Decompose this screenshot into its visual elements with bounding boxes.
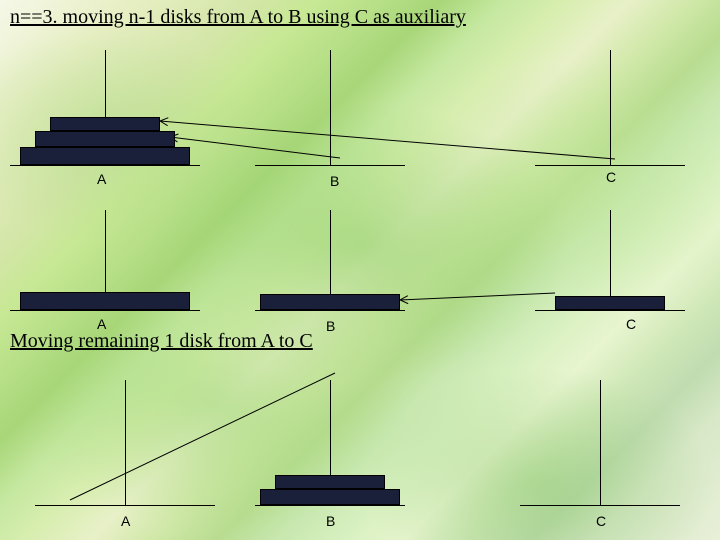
row-1-peg-A-base [10,310,200,311]
row-0-peg-A-base [10,165,200,166]
row-2-peg-A-base [35,505,215,506]
row-0-peg-C-pole [610,50,611,165]
row-2-peg-A-pole [125,380,126,505]
row-2-disk-0 [260,489,400,505]
title-sub: Moving remaining 1 disk from A to C [10,330,313,353]
row-0-peg-A-label: A [97,171,106,187]
title-main: n==3. moving n-1 disks from A to B using… [10,6,466,29]
row-0-disk-2 [50,117,160,131]
row-1-peg-B-base [255,310,405,311]
row-1-disk-2 [555,296,665,310]
row-1-peg-C-label: C [626,316,636,332]
row-0-peg-B-pole [330,50,331,165]
row-0-peg-B-label: B [330,173,339,189]
row-2-peg-A-label: A [121,513,130,529]
row-1-peg-C-base [535,310,685,311]
row-1-peg-C-pole [610,210,611,310]
row-0-peg-C-label: C [606,169,616,185]
arrows-layer [0,0,720,540]
row-2-peg-C-pole [600,380,601,505]
row-1-peg-B-label: B [326,318,335,334]
row-2-peg-C-label: C [596,513,606,529]
row-1-disk-0 [20,292,190,310]
row-2-disk-1 [275,475,385,489]
row-2-peg-B-label: B [326,513,335,529]
row-0-disk-1 [35,131,175,147]
row-2-peg-C-base [520,505,680,506]
row-0-peg-B-base [255,165,405,166]
row-1-disk-1 [260,294,400,310]
row-1-peg-A-label: A [97,316,106,332]
row-2-peg-B-base [255,505,405,506]
row-0-peg-C-base [535,165,685,166]
row-0-disk-0 [20,147,190,165]
